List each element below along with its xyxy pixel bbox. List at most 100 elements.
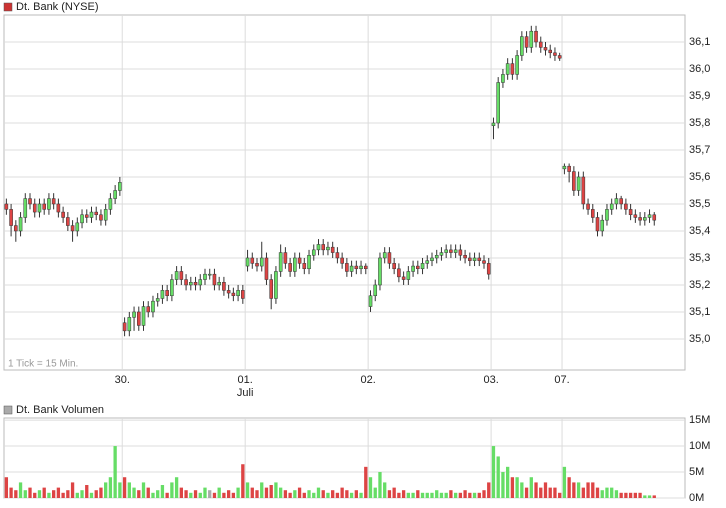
volume-bar: [633, 492, 637, 498]
candle-body: [416, 265, 420, 270]
volume-bar: [14, 490, 18, 498]
candle-body: [307, 255, 311, 270]
volume-bar: [491, 446, 496, 498]
price-frame: [3, 14, 686, 371]
volume-bar: [628, 492, 633, 498]
volume-bar: [132, 487, 136, 498]
volume-bar: [198, 492, 202, 498]
volume-bar: [345, 490, 349, 498]
volume-bar: [307, 490, 311, 498]
candle-body: [9, 209, 13, 226]
candle-body: [624, 203, 628, 210]
candle-body: [378, 257, 382, 286]
candle-body: [174, 271, 179, 280]
volume-bar: [463, 490, 467, 498]
volume-bar: [326, 492, 330, 498]
volume-bar: [586, 482, 590, 498]
y-tick-label: 36,1: [689, 36, 710, 48]
volume-bar: [534, 482, 538, 498]
volume-bar: [9, 487, 13, 498]
candle-body: [103, 209, 108, 221]
volume-bar: [397, 492, 401, 498]
candle-body: [406, 271, 411, 280]
volume-bar: [61, 492, 65, 498]
candle-body: [217, 282, 221, 286]
candle-body: [330, 246, 335, 253]
candle-body: [302, 263, 307, 270]
volume-bar: [576, 482, 581, 498]
candle-body: [179, 271, 184, 280]
candle-body: [614, 198, 619, 205]
volume-bar: [279, 487, 283, 498]
volume-bar: [264, 487, 269, 498]
volume-bar: [349, 492, 354, 498]
candle-body: [32, 203, 37, 213]
volume-bar: [127, 482, 131, 498]
volume-bar: [524, 487, 529, 498]
volume-bar: [226, 490, 231, 498]
candle-body: [538, 41, 543, 48]
candle-body: [127, 317, 132, 332]
volume-bar: [373, 487, 377, 498]
candle-body: [557, 55, 562, 59]
volume-bar: [283, 490, 288, 498]
volume-bar: [506, 466, 510, 498]
volume-bar: [392, 487, 396, 498]
candle-body: [505, 63, 510, 75]
volume-bar: [411, 492, 415, 498]
volume-bar: [269, 485, 273, 498]
x-tick-label: 03.: [483, 374, 498, 386]
volume-bar: [4, 477, 9, 498]
candle-body: [638, 217, 642, 221]
volume-bar: [146, 487, 150, 498]
candle-body: [212, 273, 217, 286]
volume-bar: [364, 466, 368, 498]
candle-body: [136, 311, 141, 326]
volume-bar: [151, 492, 155, 498]
volume-bar: [553, 487, 557, 498]
candle-body: [534, 30, 538, 43]
candle-body: [401, 276, 406, 280]
volume-bar: [108, 477, 113, 498]
candle-body: [382, 252, 387, 259]
volume-bar: [605, 487, 609, 498]
candle-body: [80, 214, 84, 224]
candle-body: [47, 198, 51, 210]
volume-bar: [458, 492, 463, 498]
volume-bar: [529, 477, 533, 498]
volume-bar: [591, 482, 595, 498]
volume-bar: [118, 482, 122, 498]
candle-body: [345, 263, 349, 272]
volume-bar: [647, 495, 652, 498]
candle-body: [605, 209, 609, 221]
candle-body: [264, 257, 269, 280]
volume-bar: [255, 490, 259, 498]
candle-body: [165, 290, 169, 297]
volume-bar: [274, 482, 278, 498]
volume-bar: [80, 490, 84, 498]
volume-bar: [174, 477, 179, 498]
volume-bar: [203, 487, 207, 498]
y-tick-label: 35,1: [689, 306, 710, 318]
volume-bar: [401, 490, 406, 498]
candle-body: [259, 257, 264, 267]
candle-body: [449, 249, 453, 253]
volume-bar: [236, 487, 240, 498]
volume-bar: [652, 495, 656, 498]
candle-body: [486, 263, 491, 275]
volume-bar: [482, 490, 486, 498]
volume-bar: [624, 492, 628, 498]
candle-body: [160, 290, 165, 299]
candle-body: [430, 257, 434, 261]
volume-bar: [430, 492, 434, 498]
candle-body: [496, 82, 500, 124]
candle-body: [70, 225, 75, 232]
volume-bar: [619, 492, 623, 498]
volume-bar: [52, 490, 56, 498]
volume-bar: [316, 487, 321, 498]
volume-bar: [28, 487, 32, 498]
y-tick-label: 35,0: [689, 333, 710, 345]
volume-bar: [496, 456, 500, 498]
candle-body: [572, 171, 576, 191]
volume-bar: [439, 492, 444, 498]
